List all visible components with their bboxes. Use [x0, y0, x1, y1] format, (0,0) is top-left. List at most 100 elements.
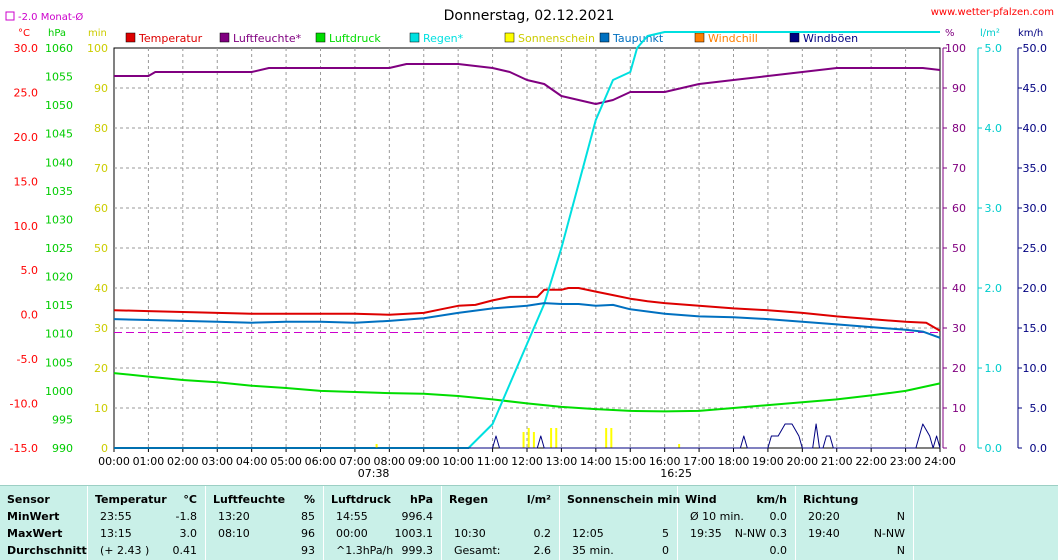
pressure-axis-tick-label: 1015	[45, 299, 73, 312]
x-axis-tick-label: 11:00	[477, 455, 509, 468]
humidity-axis-tick-label: 80	[952, 122, 966, 135]
x-axis-tick-label: 23:00	[890, 455, 922, 468]
x-axis-tick-label: 09:00	[408, 455, 440, 468]
stats-cell-value: 2.6	[533, 544, 552, 557]
stats-cell-time: 10:30	[454, 527, 486, 540]
temp-axis-tick-label: 30.0	[14, 42, 39, 55]
rain-axis-tick-label: 5.0	[985, 42, 1003, 55]
axes: 30.0 25.0 20.0 15.0 10.0 5.0 0.0 -5.0 -10.0 -15.0…	[10, 42, 1047, 480]
stats-header: Wind km/h	[678, 492, 795, 508]
stats-cell-time: 23:55	[100, 510, 132, 523]
stats-cell-value: 85	[301, 510, 315, 523]
sunshine-bar	[555, 428, 558, 448]
stats-cell-value: N	[896, 510, 905, 523]
stats-row: 08:10 96	[206, 526, 323, 542]
temp-axis-tick-label: 25.0	[14, 86, 39, 99]
wind-axis-tick-label: 40.0	[1023, 122, 1048, 135]
temp-axis-tick-label: 20.0	[14, 131, 39, 144]
stats-row: Gesamt: 2.6	[442, 543, 559, 559]
stats-cell-value: N	[896, 544, 905, 557]
x-axis-tick-label: 10:00	[442, 455, 474, 468]
pressure-axis-tick-label: 1005	[45, 356, 73, 369]
humidity-axis-tick-label: 40	[952, 282, 966, 295]
x-axis-tick-label: 18:00	[718, 455, 750, 468]
humidity-axis-tick-label: 60	[952, 202, 966, 215]
stats-header-label: Wind	[685, 493, 717, 506]
stats-cell: MaxWert	[7, 527, 63, 540]
legend-label: Luftdruck	[329, 32, 381, 45]
stats-cell-time: 00:00	[336, 527, 368, 540]
stats-header-label: Luftfeuchte	[213, 493, 286, 506]
stats-row: 13:20 85	[206, 509, 323, 525]
stats-column-sunshine: Sonnenschein min 12:05 5 35 min. 0	[560, 486, 680, 560]
sunshine-bar	[610, 428, 613, 448]
x-axis-tick-label: 13:00	[546, 455, 578, 468]
stats-cell-value: N-NW 0.3	[734, 527, 787, 540]
sunshine-bar	[678, 444, 681, 448]
stats-cell-value: -1.8	[175, 510, 197, 523]
stats-row: 10:30 0.2	[442, 526, 559, 542]
stats-header-label: Regen	[449, 493, 489, 506]
stats-row: 19:40 N-NW	[796, 526, 913, 542]
legend-swatch	[694, 32, 705, 43]
stats-header-unit: %	[303, 493, 315, 506]
sun-time-annotation: 16:25	[660, 467, 692, 480]
stats-header: Luftfeuchte%	[206, 492, 323, 508]
stats-header-unit: l/m²	[526, 493, 551, 506]
x-axis-tick-label: 22:00	[855, 455, 887, 468]
temp-axis-tick-label: 10.0	[14, 220, 39, 233]
wind-axis-tick-label: 30.0	[1023, 202, 1048, 215]
stats-column-direction: Richtung 20:20 N 19:40 N-NW N	[796, 486, 914, 560]
stats-header-label: Sensor	[7, 493, 50, 506]
legend-label: Windböen	[803, 32, 858, 45]
rain-axis-tick-label: 0.0	[985, 442, 1003, 455]
stats-column-temperature: Temperatur °C 23:55 -1.8 13:15 3.0 (+ 2.43 ) 0.…	[88, 486, 206, 560]
stats-cell-value: 0	[662, 544, 669, 557]
pressure-axis-tick-label: 1025	[45, 242, 73, 255]
stats-row: N	[796, 543, 913, 559]
stats-header: Regen l/m²	[442, 492, 559, 508]
minutes-axis-tick-label: 60	[94, 202, 108, 215]
stats-header-label: Luftdruck	[331, 493, 391, 506]
pressure-axis-tick-label: 1000	[45, 385, 73, 398]
temp-axis-tick-label: -10.0	[10, 398, 38, 411]
sunshine-bar	[550, 428, 553, 448]
stats-cell-time: Ø 10 min.	[690, 510, 744, 523]
legend-swatch	[219, 32, 230, 43]
stats-cell: Durchschnitt	[7, 544, 87, 557]
stats-column-wind: Wind km/h Ø 10 min. 0.0 19:35 N-NW 0.3 0.0	[678, 486, 796, 560]
stats-cell: MinWert	[7, 510, 60, 523]
stats-row: 12:05 5	[560, 526, 677, 542]
pressure-axis-tick-label: 1030	[45, 213, 73, 226]
stats-header-unit: °C	[183, 493, 197, 506]
stats-cell-value: 999.3	[401, 544, 434, 557]
pressure-axis-tick-label: 1050	[45, 99, 73, 112]
stats-cell-value: 1003.1	[394, 527, 434, 540]
wind-axis-tick-label: 0.0	[1030, 442, 1048, 455]
temp-axis-tick-label: 15.0	[14, 175, 39, 188]
humidity-axis-tick-label: 50	[952, 242, 966, 255]
stats-row: 13:15 3.0	[88, 526, 205, 542]
pressure-axis-tick-label: 1010	[45, 328, 73, 341]
x-axis-tick-label: 02:00	[167, 455, 199, 468]
stats-header: Sonnenschein min	[560, 492, 680, 508]
stats-cell-time: 13:20	[218, 510, 250, 523]
wind-axis-tick-label: 45.0	[1023, 82, 1048, 95]
sun-time-annotation: 07:38	[358, 467, 390, 480]
wind-axis-tick-label: 20.0	[1023, 282, 1048, 295]
weather-chart: Donnerstag, 02.12.2021 www.wetter-pfalze…	[5, 7, 1054, 480]
stats-cell-time: 19:40	[808, 527, 840, 540]
x-axis-tick-label: 20:00	[786, 455, 818, 468]
stats-cell-time: 08:10	[218, 527, 250, 540]
stats-row: 35 min. 0	[560, 543, 677, 559]
rain-axis-tick-label: 3.0	[985, 202, 1003, 215]
temp-axis-tick-label: 5.0	[21, 264, 39, 277]
stats-column-humidity: Luftfeuchte% 13:20 85 08:10 96 93	[206, 486, 324, 560]
minutes-axis-tick-label: 40	[94, 282, 108, 295]
stats-row: ^1.3hPa/h 999.3	[324, 543, 441, 559]
stats-cell-time: 19:35	[690, 527, 722, 540]
stats-row: 00:00 1003.1	[324, 526, 441, 542]
stats-row: 93	[206, 543, 323, 559]
pressure-axis-tick-label: 1060	[45, 42, 73, 55]
x-axis-tick-label: 04:00	[236, 455, 268, 468]
